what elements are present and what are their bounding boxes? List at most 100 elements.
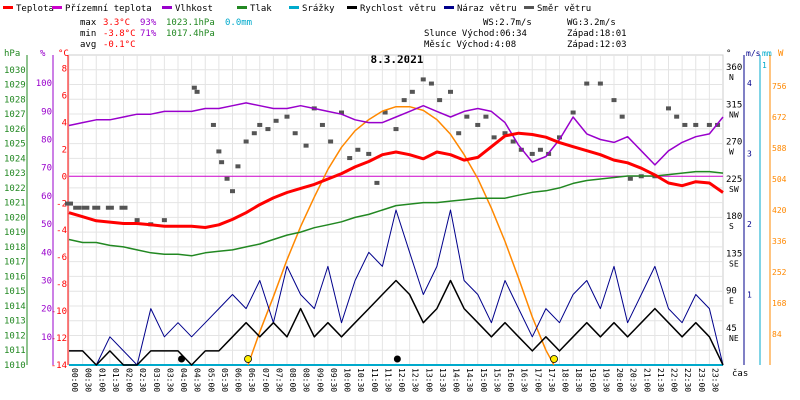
- tick-label-hpa: 1015: [4, 287, 26, 297]
- tick-label-temp: -14: [51, 361, 67, 371]
- wind-direction-point: [597, 81, 603, 86]
- tick-label-mm: 1: [762, 61, 767, 70]
- stats-min-temp: -3.8°C: [103, 29, 136, 39]
- tick-label-time: 10:00: [343, 368, 352, 392]
- legend-swatch-4: [289, 6, 299, 9]
- pressure-line: [68, 170, 724, 257]
- tick-label-time: 23:00: [697, 368, 706, 392]
- tick-label-time: 17:30: [547, 368, 556, 392]
- tick-label-temp: 6: [62, 91, 67, 101]
- wind-direction-point: [161, 218, 167, 223]
- tick-label-compass: E: [729, 297, 734, 306]
- wind-direction-point: [382, 110, 388, 115]
- wind-direction-point: [611, 98, 617, 103]
- tick-label-time: 03:30: [165, 368, 174, 392]
- wind-direction-point: [448, 89, 453, 94]
- tick-label-dir: 360: [726, 63, 742, 73]
- wind-direction-point: [235, 164, 241, 169]
- tick-label-hpa: 1026: [4, 125, 26, 135]
- stats-avg-label: avg: [80, 40, 96, 50]
- tick-label-pct: 80: [41, 136, 52, 146]
- legend-swatch-7: [524, 6, 534, 9]
- tick-label-hpa: 1025: [4, 140, 26, 150]
- tick-label-compass: N: [729, 73, 734, 82]
- wind-direction-point: [265, 127, 271, 132]
- wind-direction-point: [210, 122, 216, 127]
- tick-label-time: 01:00: [97, 368, 106, 392]
- moonset-marker: [393, 355, 401, 363]
- tick-label-time: 01:30: [111, 368, 120, 392]
- wind-direction-point: [191, 85, 197, 90]
- tick-label-w: 336: [772, 237, 787, 246]
- tick-label-pct: 40: [41, 248, 52, 258]
- wind-direction-point: [230, 189, 235, 194]
- legend-swatch-0: [3, 6, 13, 9]
- wind-direction-point: [537, 147, 543, 152]
- plot-area: [65, 77, 724, 366]
- tick-label-pct: 100: [36, 79, 52, 89]
- sun-rise-readout: Slunce Východ:06:34: [424, 29, 527, 39]
- wind-direction-point: [502, 131, 508, 136]
- axes: hPa% °C1030102910281027102610251024102310…: [4, 49, 787, 392]
- wind-direction-point: [119, 205, 128, 210]
- tick-label-pct: 70: [41, 164, 52, 174]
- wind-direction-point: [65, 201, 73, 206]
- tick-label-time: 19:00: [588, 368, 597, 392]
- wind-direction-point: [257, 122, 263, 127]
- tick-label-temp: -12: [51, 334, 67, 344]
- tick-label-compass: S: [729, 222, 734, 231]
- wind-direction-point: [243, 139, 249, 144]
- tick-label-time: 08:00: [288, 368, 297, 392]
- wind-speed-line: [69, 279, 724, 366]
- wind-direction-point: [319, 122, 325, 127]
- wind-direction-point: [366, 151, 372, 156]
- wind-direction-point: [347, 156, 353, 161]
- wind-direction-point: [374, 180, 380, 185]
- axis-title-ms: m/s: [746, 49, 761, 58]
- temperature-line: [68, 131, 724, 229]
- axis-title-mm: mm: [762, 49, 772, 58]
- tick-label-dir: 90: [726, 287, 737, 297]
- tick-label-dir: 270: [726, 138, 742, 148]
- tick-label-ms: 1: [747, 291, 752, 300]
- axis-title-w: W: [778, 49, 784, 59]
- wind-gust-line: [69, 209, 724, 366]
- wind-direction-point: [355, 147, 361, 152]
- wind-direction-point: [409, 89, 415, 94]
- tick-label-hpa: 1011: [4, 346, 26, 356]
- tick-label-compass: W: [729, 148, 734, 157]
- wind-direction-point: [401, 98, 407, 103]
- tick-label-hpa: 1014: [4, 302, 26, 312]
- legend: Teplota Přízemní teplota Vlhkost Tlak Srážky…: [3, 4, 591, 14]
- tick-label-time: 22:00: [670, 368, 679, 392]
- stats-max-rain: 0.0mm: [225, 18, 252, 28]
- tick-label-hpa: 1028: [4, 95, 26, 105]
- tick-label-time: 11:30: [383, 368, 392, 392]
- sun-set-readout: Západ:18:01: [567, 29, 627, 39]
- wind-direction-point: [92, 205, 101, 210]
- tick-label-w: 672: [772, 113, 787, 122]
- tick-label-compass: SW: [729, 185, 739, 194]
- wind-direction-point: [339, 110, 344, 115]
- legend-label-7: Směr větru: [537, 4, 591, 14]
- tick-label-hpa: 1016: [4, 272, 26, 282]
- legend-swatch-6: [444, 6, 454, 9]
- wind-wg-readout: WG:3.2m/s: [567, 18, 616, 28]
- wind-direction-point: [475, 122, 481, 127]
- tick-label-hpa: 1029: [4, 81, 26, 91]
- stats-max-label: max: [80, 18, 97, 28]
- tick-label-dir: 180: [726, 212, 742, 222]
- tick-label-hpa: 1018: [4, 243, 26, 253]
- wind-direction-point: [292, 131, 298, 136]
- wind-direction-point: [674, 114, 680, 119]
- tick-label-hpa: 1024: [4, 154, 26, 164]
- tick-label-temp: 8: [62, 64, 67, 74]
- legend-label-1: Přízemní teplota: [65, 4, 152, 14]
- tick-label-time: 16:30: [520, 368, 529, 392]
- tick-label-time: 09:30: [329, 368, 338, 392]
- tick-label-time: 14:30: [465, 368, 474, 392]
- wind-direction-point: [428, 81, 434, 86]
- wind-direction-point: [273, 118, 279, 123]
- axis-title-dir: °: [726, 49, 731, 59]
- tick-label-time: 11:00: [370, 368, 379, 392]
